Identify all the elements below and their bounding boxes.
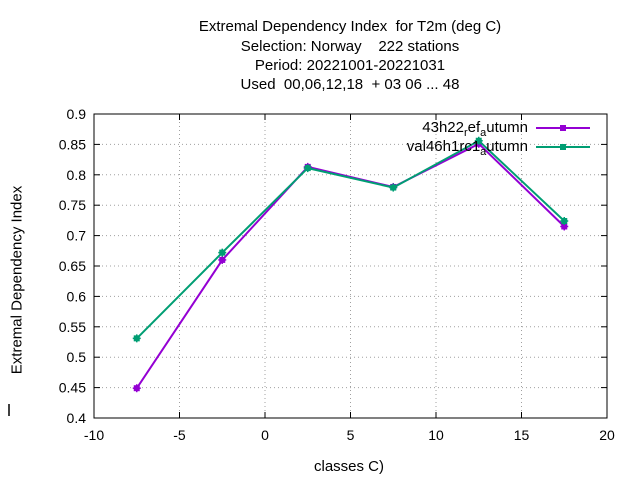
legend-text-part: r xyxy=(463,127,468,139)
y-tick-label: 0.8 xyxy=(67,167,87,183)
legend-marker-1 xyxy=(560,125,566,131)
y-tick-label: 0.65 xyxy=(59,258,86,274)
legend-text-part: ef xyxy=(467,119,481,136)
x-tick-label: 0 xyxy=(261,427,269,443)
legend-marker-2 xyxy=(560,144,566,150)
x-tick-label: -10 xyxy=(84,427,104,443)
chart-title-line-2: Selection: Norway 222 stations xyxy=(240,38,460,55)
legend-text-part: utumn xyxy=(486,138,528,155)
x-tick-label: 5 xyxy=(347,427,355,443)
chart-title-line-1: Extremal Dependency Index for T2m (deg C… xyxy=(198,18,502,35)
y-tick-label: 0.5 xyxy=(67,349,87,365)
x-axis-label: classes C) xyxy=(313,458,385,475)
legend-entry-series-2: val46h1rc1autumn xyxy=(406,138,528,158)
legend-entry-series-1: 43h22refautumn xyxy=(422,119,528,139)
x-tick-label: 15 xyxy=(514,427,530,443)
legend-text-part: val46h1rc1 xyxy=(406,138,481,155)
y-tick-label: 0.85 xyxy=(59,136,86,152)
chart-title-line-3: Period: 20221001-20221031 xyxy=(254,57,446,74)
legend-text-part: utumn xyxy=(486,119,528,136)
legend-text-part: a xyxy=(480,127,487,139)
y-tick-label: 0.7 xyxy=(67,228,87,244)
y-tick-label: 0.55 xyxy=(59,319,86,335)
y-tick-label: 0.9 xyxy=(67,106,87,122)
series-line-2 xyxy=(136,139,565,340)
chart-title-line-4: Used 00,06,12,18 + 03 06 ... 48 xyxy=(240,76,460,93)
y-tick-label: 0.45 xyxy=(59,380,86,396)
y-tick-label: 0.6 xyxy=(67,288,87,304)
y-tick-label: 0.4 xyxy=(67,410,87,426)
legend-text-part: 43h22 xyxy=(422,119,464,136)
y-tick-label: 0.75 xyxy=(59,197,86,213)
legend-text-part: a xyxy=(480,146,487,158)
x-tick-label: -5 xyxy=(173,427,186,443)
x-tick-label: 20 xyxy=(599,427,615,443)
x-tick-label: 10 xyxy=(428,427,444,443)
